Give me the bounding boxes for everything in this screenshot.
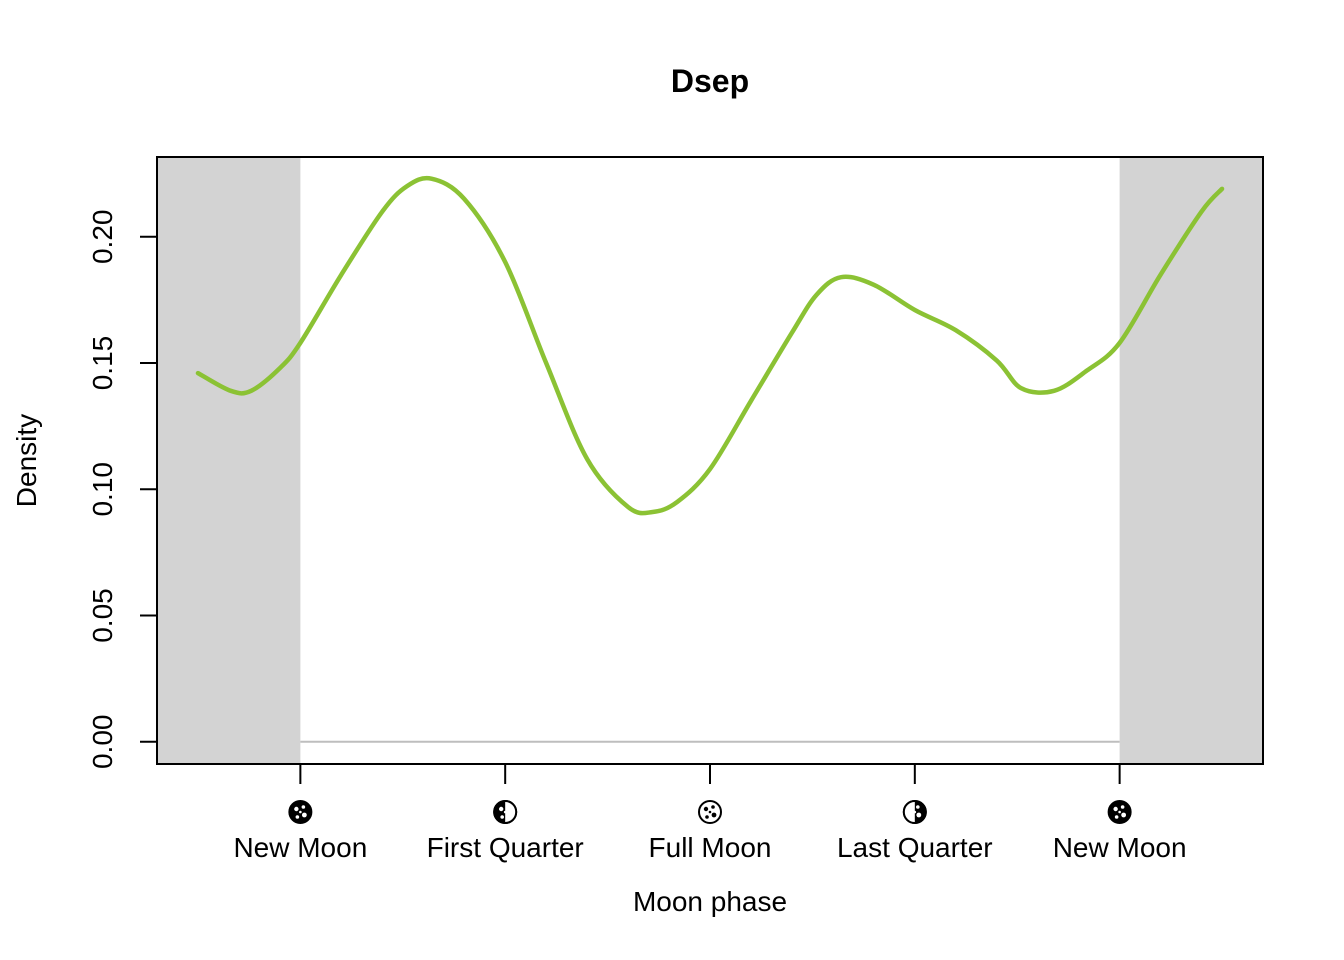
last-quarter-moon-icon: [902, 800, 927, 824]
y-tick-label: 0.15: [87, 336, 118, 391]
density-line: [195, 175, 1225, 516]
y-tick-label: 0.05: [87, 588, 118, 643]
x-tick-label: Last Quarter: [837, 832, 993, 863]
plot-border: [156, 156, 1264, 765]
shaded-region-0: [157, 157, 301, 764]
shaded-region-1: [1119, 157, 1263, 764]
x-tick-label: Full Moon: [649, 832, 772, 863]
new-moon-icon: [1107, 800, 1132, 824]
new-moon-icon: [288, 800, 313, 824]
x-tick-label: First Quarter: [427, 832, 584, 863]
x-axis: New Moon First Quarter Full Moon Last Quart…: [233, 763, 1187, 863]
first-quarter-moon-icon: [493, 800, 518, 824]
y-tick-label: 0.00: [87, 715, 118, 770]
y-tick-label: 0.20: [87, 210, 118, 265]
shaded-regions: [157, 157, 1263, 764]
y-axis-label: Density: [11, 414, 42, 507]
y-axis: 0.00 0.05 0.10 0.15 0.20: [87, 210, 158, 770]
x-tick-label: New Moon: [1053, 832, 1187, 863]
x-tick-label: New Moon: [233, 832, 367, 863]
chart-title: Dsep: [671, 63, 749, 99]
full-moon-icon: [698, 800, 722, 824]
y-tick-label: 0.10: [87, 462, 118, 517]
x-axis-label: Moon phase: [633, 886, 787, 917]
